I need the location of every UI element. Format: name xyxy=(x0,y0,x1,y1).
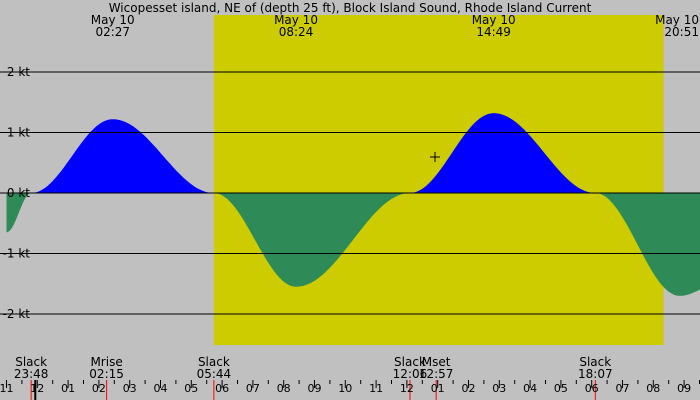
y-tick-label-1: 1 kt xyxy=(7,126,30,140)
extremum-time-2: 14:49 xyxy=(476,25,511,39)
y-axis-labels: 2 kt 1 kt 0 kt -1 kt -2 kt xyxy=(3,65,31,321)
chart-title: Wicopesset island, NE of (depth 25 ft), … xyxy=(109,1,592,15)
x-axis-ticks: 11 12 01 02 03 04 05 06 07 08 09 10 11 12 01 02 03 04 05 06… xyxy=(0,380,700,395)
hour-tick-label-5: 04 xyxy=(154,382,168,395)
extremum-date-2: May 10 xyxy=(472,13,516,27)
event-time-2: 05:44 xyxy=(197,367,232,381)
extremum-date-0: May 10 xyxy=(91,13,135,27)
event-name-3: Slack xyxy=(394,355,426,369)
event-time-5: 18:07 xyxy=(578,367,613,381)
hour-tick-label-21: 08 xyxy=(646,382,660,395)
y-gridlines xyxy=(0,71,700,315)
y-tick-label-0: 2 kt xyxy=(7,65,30,79)
hour-tick-label-6: 05 xyxy=(184,382,198,395)
hour-tick-label-16: 03 xyxy=(492,382,506,395)
hour-tick-label-2: 01 xyxy=(61,382,75,395)
hour-tick-label-1: 12 xyxy=(30,382,44,395)
extremum-date-1: May 10 xyxy=(274,13,318,27)
hour-tick-label-0: 11 xyxy=(0,382,14,395)
hour-tick-label-19: 06 xyxy=(585,382,599,395)
event-time-0: 23:48 xyxy=(14,367,49,381)
event-name-4: Mset xyxy=(422,355,451,369)
extremum-date-3: May 10 xyxy=(655,13,699,27)
event-labels: Slack23:48Mrise02:15Slack05:44Slack12:06… xyxy=(14,355,613,400)
event-name-0: Slack xyxy=(15,355,47,369)
y-tick-label-4: -2 kt xyxy=(3,307,31,321)
hour-tick-label-12: 11 xyxy=(369,382,383,395)
event-name-2: Slack xyxy=(198,355,230,369)
crosshair-cursor xyxy=(430,152,440,162)
hour-tick-label-20: 07 xyxy=(616,382,630,395)
hour-tick-label-13: 12 xyxy=(400,382,414,395)
flood-current-area xyxy=(6,113,700,193)
y-tick-label-3: -1 kt xyxy=(3,247,31,261)
y-tick-label-2: 0 kt xyxy=(7,186,30,200)
hour-tick-label-22: 09 xyxy=(677,382,691,395)
extremum-time-1: 08:24 xyxy=(279,25,314,39)
hour-tick-label-14: 01 xyxy=(431,382,445,395)
event-time-4: 12:57 xyxy=(419,367,454,381)
event-name-1: Mrise xyxy=(90,355,122,369)
hour-tick-label-11: 10 xyxy=(338,382,352,395)
hour-tick-label-17: 04 xyxy=(523,382,537,395)
extremum-time-3: 20:51 xyxy=(664,25,699,39)
ebb-current-area xyxy=(6,193,700,296)
hour-tick-label-3: 02 xyxy=(92,382,106,395)
hour-tick-label-9: 08 xyxy=(277,382,291,395)
hour-tick-label-15: 02 xyxy=(462,382,476,395)
hour-tick-label-8: 07 xyxy=(246,382,260,395)
extremum-time-0: 02:27 xyxy=(95,25,130,39)
hour-tick-label-4: 03 xyxy=(123,382,137,395)
event-name-5: Slack xyxy=(579,355,611,369)
hour-tick-label-10: 09 xyxy=(308,382,322,395)
hour-tick-label-7: 06 xyxy=(215,382,229,395)
event-time-1: 02:15 xyxy=(89,367,124,381)
hour-tick-label-18: 05 xyxy=(554,382,568,395)
event-time-3: 12:06 xyxy=(393,367,428,381)
